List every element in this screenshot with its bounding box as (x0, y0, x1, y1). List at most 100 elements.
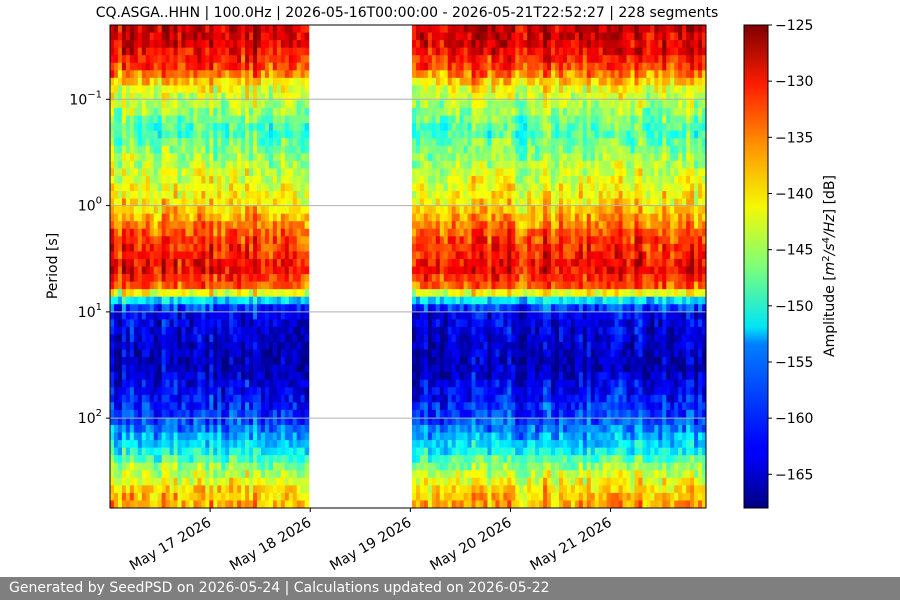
heatmap-cell (495, 62, 500, 71)
heatmap-cell (296, 462, 302, 471)
heatmap-cell (185, 145, 191, 154)
heatmap-cell (280, 477, 286, 486)
heatmap-cell (149, 123, 155, 132)
heatmap-cell (447, 379, 453, 388)
heatmap-cell (121, 108, 127, 117)
heatmap-cell (515, 160, 520, 169)
heatmap-cell (439, 160, 445, 169)
heatmap-cell (141, 394, 147, 403)
heatmap-cell (268, 62, 274, 71)
heatmap-cell (137, 191, 143, 200)
heatmap-cell (487, 296, 493, 305)
heatmap-cell (237, 25, 242, 34)
heatmap-cell (185, 372, 191, 381)
heatmap-cell (459, 47, 465, 56)
heatmap-cell (447, 492, 453, 502)
heatmap-cell (284, 417, 290, 426)
heatmap-cell (253, 175, 258, 185)
heatmap-cell (173, 326, 179, 336)
heatmap-cell (427, 500, 433, 508)
heatmap-cell (483, 108, 489, 117)
heatmap-cell (197, 92, 202, 102)
heatmap-cell (467, 447, 473, 456)
heatmap-cell (296, 485, 302, 494)
heatmap-cell (415, 55, 421, 64)
heatmap-cell (272, 123, 278, 132)
heatmap-cell (475, 25, 481, 34)
heatmap-cell (177, 108, 183, 117)
heatmap-cell (209, 500, 214, 508)
heatmap-cell (181, 85, 187, 94)
heatmap-cell (471, 85, 477, 94)
heatmap-cell (419, 47, 425, 56)
heatmap-cell (284, 55, 290, 64)
heatmap-cell (189, 364, 195, 373)
heatmap-cell (467, 341, 473, 351)
heatmap-cell (483, 409, 489, 419)
heatmap-cell (491, 175, 497, 185)
heatmap-cell (272, 145, 278, 154)
heatmap-cell (431, 266, 437, 275)
heatmap-cell (153, 25, 159, 34)
heatmap-cell (304, 289, 310, 298)
heatmap-cell (245, 394, 250, 403)
heatmap-cell (276, 213, 282, 222)
heatmap-cell (419, 108, 425, 117)
heatmap-cell (288, 236, 294, 245)
heatmap-cell (419, 258, 425, 268)
heatmap-cell (272, 70, 278, 79)
heatmap-cell (245, 357, 250, 366)
heatmap-cell (113, 304, 119, 313)
heatmap-cell (177, 357, 183, 366)
heatmap-cell (125, 258, 131, 268)
heatmap-cell (431, 213, 437, 222)
heatmap-cell (475, 115, 481, 124)
heatmap-cell (435, 236, 441, 245)
heatmap-cell (193, 319, 199, 328)
heatmap-cell (245, 228, 250, 237)
heatmap-cell (503, 145, 508, 154)
heatmap-cell (288, 402, 294, 411)
heatmap-cell (110, 32, 115, 41)
heatmap-cell (447, 409, 453, 419)
heatmap-cell (459, 447, 465, 456)
heatmap-cell (205, 123, 210, 132)
heatmap-cell (225, 311, 230, 320)
heatmap-cell (249, 266, 254, 275)
heatmap-cell (189, 311, 195, 320)
heatmap-cell (237, 251, 242, 260)
heatmap-cell (205, 228, 210, 237)
heatmap-cell (201, 357, 206, 366)
heatmap-cell (237, 364, 242, 373)
heatmap-cell (153, 221, 159, 230)
heatmap-cell (257, 334, 262, 343)
heatmap-cell (280, 153, 286, 162)
heatmap-cell (253, 289, 258, 298)
heatmap-cell (487, 198, 493, 207)
heatmap-cell (253, 424, 258, 434)
heatmap-cell (201, 500, 206, 508)
heatmap-cell (260, 349, 266, 358)
heatmap-cell (296, 357, 302, 366)
heatmap-cell (260, 311, 266, 320)
heatmap-cell (463, 274, 469, 283)
heatmap-cell (110, 77, 115, 86)
heatmap-cell (463, 311, 469, 320)
heatmap-cell (431, 25, 437, 34)
heatmap-cell (141, 266, 147, 275)
heatmap-cell (447, 258, 453, 268)
heatmap-cell (264, 500, 270, 508)
heatmap-cell (185, 432, 191, 441)
heatmap-cell (165, 145, 171, 154)
heatmap-cell (133, 191, 139, 200)
heatmap-cell (257, 228, 262, 237)
heatmap-cell (451, 485, 457, 494)
heatmap-cell (237, 470, 242, 479)
heatmap-cell (121, 198, 127, 207)
heatmap-cell (288, 145, 294, 154)
heatmap-cell (260, 236, 266, 245)
heatmap-cell (153, 145, 159, 154)
heatmap-cell (189, 138, 195, 147)
heatmap-cell (157, 47, 163, 56)
heatmap-cell (507, 417, 512, 426)
